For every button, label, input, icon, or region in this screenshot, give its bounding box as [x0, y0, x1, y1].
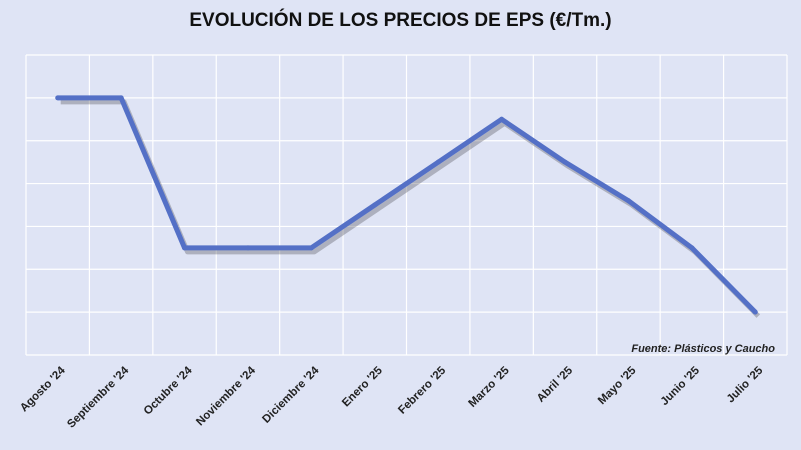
x-tick-label: Abril '25	[535, 364, 576, 405]
data-point	[118, 95, 124, 101]
data-point	[308, 245, 314, 251]
data-point	[372, 202, 378, 208]
data-point	[562, 159, 568, 165]
data-point	[435, 159, 441, 165]
x-tick-label: Mayo '25	[596, 364, 639, 407]
series-line-group	[55, 95, 761, 318]
x-tick-label: Septiembre '24	[65, 364, 131, 430]
x-tick-label: Enero '25	[340, 364, 385, 409]
grid	[25, 54, 788, 356]
data-point	[245, 245, 251, 251]
x-tick-label: Marzo '25	[467, 364, 513, 410]
data-point	[752, 309, 758, 315]
series-line-shadow	[60, 99, 761, 318]
data-point	[182, 245, 188, 251]
series-line	[57, 95, 758, 314]
data-point	[499, 116, 505, 122]
x-tick-label: Febrero '25	[396, 364, 448, 416]
x-tick-label: Diciembre '24	[260, 364, 321, 425]
x-tick-label: Agosto '24	[18, 364, 68, 414]
x-tick-label: Junio '25	[659, 364, 703, 408]
source-note: Fuente: Plásticos y Caucho	[631, 343, 775, 355]
x-tick-label: Julio '25	[725, 364, 766, 405]
x-tick-label: Noviembre '24	[194, 364, 258, 428]
chart-title: EVOLUCIÓN DE LOS PRECIOS DE EPS (€/Tm.)	[189, 10, 612, 31]
x-tick-label: Octubre '24	[142, 364, 195, 417]
data-point	[689, 245, 695, 251]
data-point	[625, 198, 631, 204]
data-point	[55, 95, 61, 101]
